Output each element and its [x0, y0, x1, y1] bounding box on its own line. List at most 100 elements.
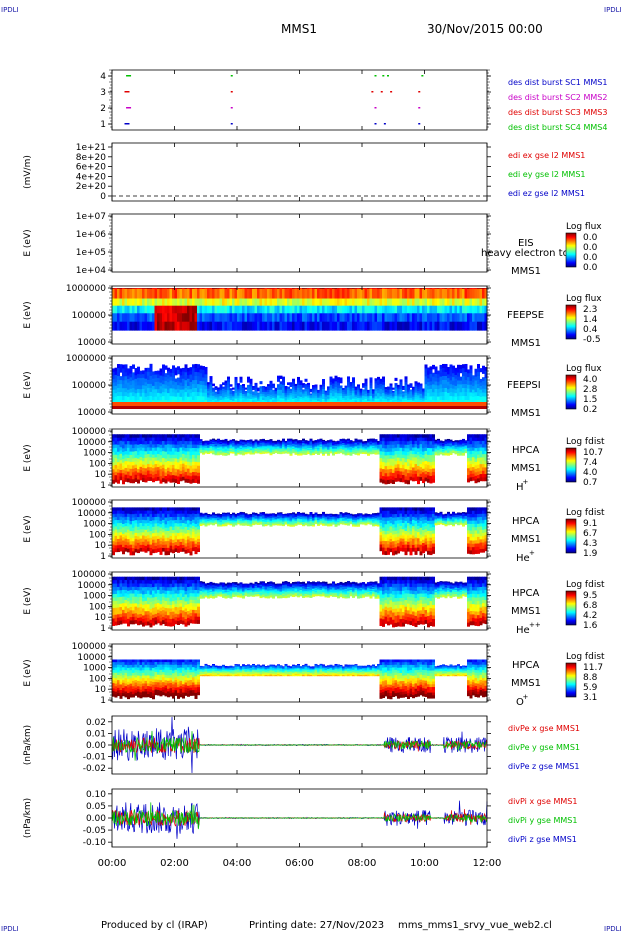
legend-entry: des dist burst SC1 MMS1 [508, 78, 607, 87]
heatmap-cells [112, 576, 488, 628]
data-point [382, 75, 385, 77]
data-point [126, 107, 132, 109]
corner-label-bottom-right: IPDLI [604, 925, 622, 933]
y-tick-label: 1 [100, 552, 106, 562]
data-point [124, 123, 130, 125]
data-point [126, 75, 132, 77]
y-tick-label: 100 [89, 459, 106, 469]
colorbar-tick-label: 1.4 [583, 315, 598, 325]
spacecraft-label: MMS1 [511, 463, 541, 474]
colorbar-tick-label: 6.7 [583, 529, 597, 539]
legend-entry: edi ex gse l2 MMS1 [508, 151, 585, 160]
colorbar [565, 518, 577, 554]
y-tick-label: 100000 [72, 381, 107, 391]
data-point [418, 123, 421, 125]
y-tick-label: 100 [89, 602, 106, 612]
y-tick-label: 4 [100, 72, 106, 82]
legend-entry: des dist burst SC4 MMS4 [508, 123, 607, 132]
y-tick-label: 100000 [72, 311, 107, 321]
date-title: 30/Nov/2015 00:00 [427, 22, 543, 36]
legend-entry: edi ey gse l2 MMS1 [508, 170, 586, 179]
species-label: O [516, 697, 524, 708]
y-tick-label: 0 [100, 192, 106, 202]
species-label: He [516, 625, 530, 636]
y-tick-label: -0.05 [83, 826, 106, 836]
y-tick-label: 10000 [77, 581, 106, 591]
colorbar-title: Log flux [566, 364, 602, 374]
y-tick-label: 0.05 [86, 802, 106, 812]
footer-printing-date: Printing date: 27/Nov/2023 [249, 920, 385, 931]
colorbar-tick-label: 3.1 [583, 693, 597, 703]
data-point [383, 123, 386, 125]
colorbar-tick-label: 6.8 [583, 601, 598, 611]
colorbar-tick-label: 1.6 [583, 621, 598, 631]
colorbar-tick-label: 0.2 [583, 405, 597, 415]
heatmap-cells [112, 363, 488, 409]
species-label: He [516, 553, 530, 564]
data-point [230, 123, 233, 125]
y-tick-label: 1e+21 [76, 143, 106, 153]
instrument-label: FEEPSI [507, 380, 541, 391]
series-trace [111, 716, 488, 774]
colorbar-title: Log fdist [566, 652, 605, 662]
colorbar-tick-label: 1.5 [583, 395, 597, 405]
data-point [418, 91, 421, 93]
y-tick-label: 1e+07 [76, 212, 106, 222]
x-tick-label: 04:00 [223, 858, 252, 869]
y-tick-label: 6e+20 [76, 163, 107, 173]
panel-5: 1000000 100000 10000 E (eV) FEEPSI MMS1 Log fl… [23, 354, 602, 419]
overlay-label: heavy electron to [481, 248, 569, 259]
y-tick-label: 3 [100, 88, 106, 98]
panel-10: 0.020.01 0.00 -0.01-0.02 (nPa/km) divPe x gs… [23, 715, 580, 775]
y-tick-label: 2e+20 [76, 182, 107, 192]
spacecraft-title: MMS1 [281, 22, 317, 36]
y-tick-label: 1 [100, 624, 106, 634]
colorbar-title: Log fdist [566, 508, 605, 518]
heatmap-cells [112, 659, 488, 700]
y-tick-label: 100000 [72, 498, 107, 508]
colorbar-tick-label: 10.7 [583, 448, 603, 458]
colorbar-tick-label: 4.3 [583, 539, 597, 549]
y-tick-label: 0.00 [86, 814, 106, 824]
spacecraft-label: MMS1 [511, 534, 541, 545]
panel-frame [111, 213, 488, 273]
colorbar [565, 374, 577, 410]
instrument-label: HPCA [512, 660, 540, 671]
y-tick-label: 0.01 [86, 729, 106, 739]
y-tick-label: 1000 [83, 592, 106, 602]
colorbar-tick-label: 7.4 [583, 458, 598, 468]
species-charge-label: + [529, 549, 535, 557]
y-tick-label: 10 [95, 685, 107, 695]
y-tick-label: 10000 [77, 408, 106, 418]
colorbar-tick-label: 0.7 [583, 478, 597, 488]
y-tick-label: 10000 [77, 509, 106, 519]
y-tick-label: 100000 [72, 642, 107, 652]
y-tick-label: 1e+06 [76, 230, 107, 240]
instrument-label: HPCA [512, 516, 540, 527]
y-tick-label: 10 [95, 541, 107, 551]
colorbar-title: Log flux [566, 294, 602, 304]
y-tick-label: 1e+05 [76, 248, 106, 258]
y-tick-label: 0.00 [86, 741, 106, 751]
y-tick-label: -0.01 [83, 753, 106, 763]
y-tick-label: 10000 [77, 653, 106, 663]
y-axis-label: E (eV) [23, 301, 33, 328]
y-tick-label: 100000 [72, 570, 107, 580]
x-tick-label: 02:00 [160, 858, 189, 869]
colorbar-tick-label: 0.0 [583, 263, 598, 273]
spacecraft-label: MMS1 [511, 678, 541, 689]
panel-11: 0.10 0.05 0.00 -0.05 -0.10 (nPa/km) divPi x gs… [23, 788, 577, 848]
legend-entry: des dist burst SC3 MMS3 [508, 108, 607, 117]
y-tick-label: 8e+20 [76, 153, 107, 163]
y-tick-label: 0.10 [86, 790, 106, 800]
colorbar-tick-label: 2.3 [583, 305, 597, 315]
data-point [380, 91, 383, 93]
y-tick-label: 0.02 [86, 718, 106, 728]
y-axis-label: E (eV) [23, 229, 33, 256]
y-tick-label: 100000 [72, 427, 107, 437]
x-tick-label: 00:00 [98, 858, 127, 869]
colorbar-tick-label: 0.0 [583, 243, 598, 253]
data-point [421, 75, 424, 77]
colorbar-title: Log fdist [566, 437, 605, 447]
